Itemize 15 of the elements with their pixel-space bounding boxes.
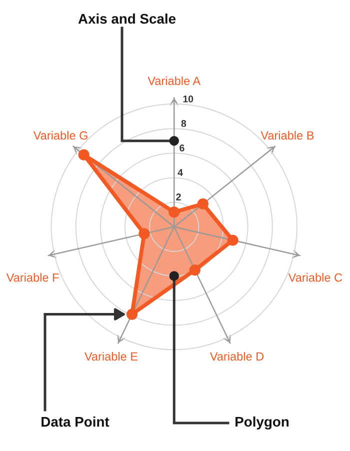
- spoke-label: Variable D: [210, 352, 264, 361]
- spoke-label: Variable G: [33, 130, 88, 140]
- text: Data Point: [42, 416, 110, 427]
- spoke-label: Variable C: [288, 273, 342, 282]
- text: Axis and Scale: [78, 14, 176, 24]
- text: Polygon: [236, 416, 289, 430]
- spoke-label: Variable F: [6, 273, 59, 282]
- spoke-label: Variable B: [260, 130, 314, 140]
- spoke-label: Variable A: [148, 76, 201, 86]
- spoke-label: Variable E: [84, 352, 138, 361]
- y-tick-label: 2: [176, 194, 181, 200]
- y-tick-label: 4: [178, 169, 183, 176]
- y-tick-label: 6: [180, 144, 184, 152]
- y-tick-label: 8: [181, 120, 186, 127]
- y-tick-label: 10: [183, 96, 194, 102]
